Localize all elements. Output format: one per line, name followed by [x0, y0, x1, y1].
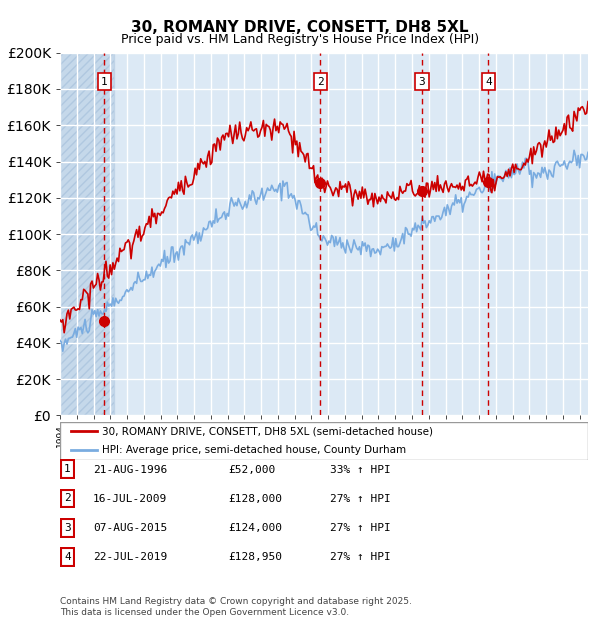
- Text: 4: 4: [485, 77, 491, 87]
- Text: £124,000: £124,000: [228, 523, 282, 533]
- Text: 2: 2: [64, 494, 71, 503]
- Text: £52,000: £52,000: [228, 465, 275, 475]
- Text: 1: 1: [64, 464, 71, 474]
- FancyBboxPatch shape: [61, 519, 74, 536]
- Text: Contains HM Land Registry data © Crown copyright and database right 2025.
This d: Contains HM Land Registry data © Crown c…: [60, 598, 412, 617]
- Text: 3: 3: [419, 77, 425, 87]
- Text: 2: 2: [317, 77, 324, 87]
- FancyBboxPatch shape: [61, 548, 74, 565]
- FancyBboxPatch shape: [61, 490, 74, 507]
- Text: Price paid vs. HM Land Registry's House Price Index (HPI): Price paid vs. HM Land Registry's House …: [121, 33, 479, 46]
- Text: 27% ↑ HPI: 27% ↑ HPI: [330, 552, 391, 562]
- FancyBboxPatch shape: [60, 422, 588, 460]
- Text: £128,000: £128,000: [228, 494, 282, 504]
- Bar: [60, 53, 113, 415]
- Text: 27% ↑ HPI: 27% ↑ HPI: [330, 494, 391, 504]
- Text: 4: 4: [64, 552, 71, 562]
- Text: 1: 1: [101, 77, 107, 87]
- Text: 33% ↑ HPI: 33% ↑ HPI: [330, 465, 391, 475]
- Text: 16-JUL-2009: 16-JUL-2009: [93, 494, 167, 504]
- Text: 07-AUG-2015: 07-AUG-2015: [93, 523, 167, 533]
- Text: 21-AUG-1996: 21-AUG-1996: [93, 465, 167, 475]
- Text: 27% ↑ HPI: 27% ↑ HPI: [330, 523, 391, 533]
- Bar: [60, 53, 113, 415]
- Text: 30, ROMANY DRIVE, CONSETT, DH8 5XL: 30, ROMANY DRIVE, CONSETT, DH8 5XL: [131, 20, 469, 35]
- Text: 22-JUL-2019: 22-JUL-2019: [93, 552, 167, 562]
- Text: 30, ROMANY DRIVE, CONSETT, DH8 5XL (semi-detached house): 30, ROMANY DRIVE, CONSETT, DH8 5XL (semi…: [102, 426, 433, 436]
- FancyBboxPatch shape: [61, 461, 74, 478]
- Text: HPI: Average price, semi-detached house, County Durham: HPI: Average price, semi-detached house,…: [102, 445, 406, 456]
- Text: £128,950: £128,950: [228, 552, 282, 562]
- Text: 3: 3: [64, 523, 71, 533]
